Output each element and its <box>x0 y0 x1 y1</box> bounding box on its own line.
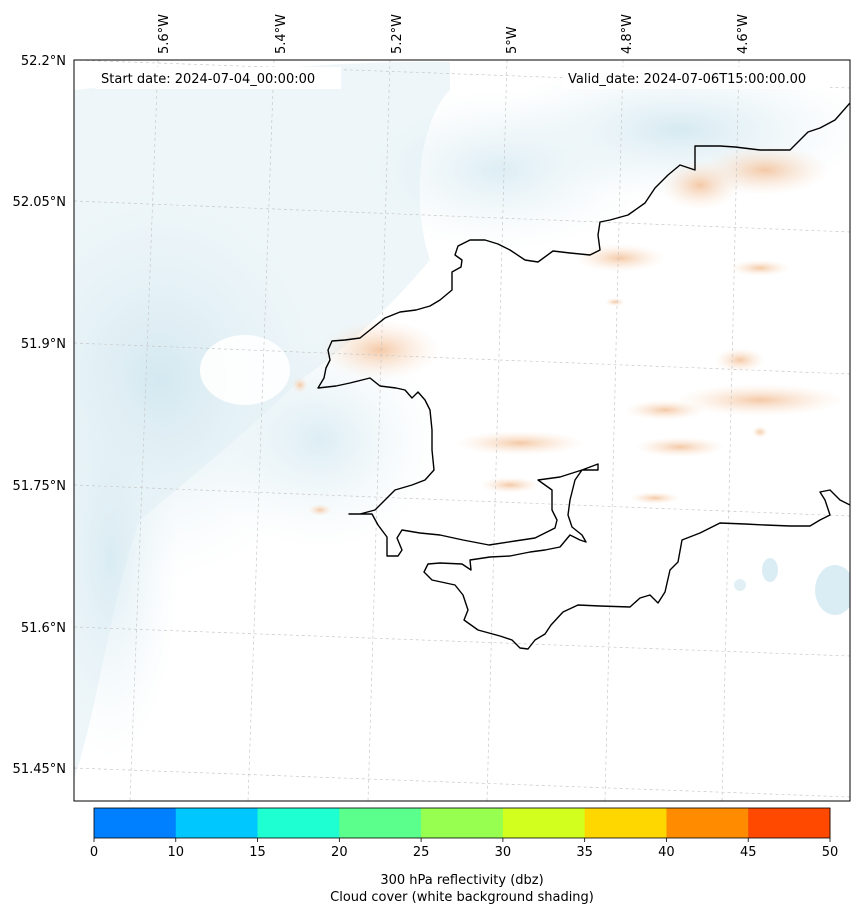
colorbar: 0 10 15 20 25 30 35 40 45 50 300 hPa reflectivity… <box>90 807 838 905</box>
colorbar-label-line1: 300 hPa reflectivity (dbz) <box>380 873 543 888</box>
colorbar-tick-label: 45 <box>740 845 757 860</box>
lon-label: 4.8°W <box>620 14 635 54</box>
colorbar-swatch <box>421 808 504 838</box>
lat-label: 52.2°N <box>21 54 66 69</box>
colorbar-swatch <box>584 808 667 838</box>
lat-label: 51.9°N <box>21 337 66 352</box>
coastline <box>317 102 850 650</box>
colorbar-label-line2: Cloud cover (white background shading) <box>330 890 594 905</box>
lon-label: 5.2°W <box>390 14 405 54</box>
colorbar-ticks: 0 10 15 20 25 30 35 40 45 50 <box>90 838 838 860</box>
colorbar-tick-label: 30 <box>495 845 512 860</box>
latitude-labels: 52.2°N 52.05°N 51.9°N 51.75°N 51.6°N 51.… <box>13 54 66 777</box>
longitude-labels: 5.6°W 5.4°W 5.2°W 5°W 4.8°W 4.6°W <box>157 14 751 54</box>
colorbar-tick-label: 40 <box>658 845 675 860</box>
colorbar-tick-label: 25 <box>413 845 430 860</box>
colorbar-swatch <box>666 808 749 838</box>
colorbar-tick-label: 15 <box>249 845 266 860</box>
colorbar-tick-label: 0 <box>90 845 98 860</box>
reflectivity-contours <box>292 145 845 516</box>
colorbar-swatch <box>748 808 831 838</box>
lon-label: 5°W <box>505 26 520 54</box>
colorbar-swatch <box>339 808 422 838</box>
lat-label: 51.6°N <box>21 621 66 636</box>
lon-label: 5.4°W <box>274 14 289 54</box>
colorbar-swatch <box>502 808 586 838</box>
colorbar-swatches <box>94 808 831 838</box>
colorbar-tick-label: 35 <box>576 845 593 860</box>
colorbar-swatch <box>94 808 177 838</box>
colorbar-tick-label: 10 <box>168 845 185 860</box>
colorbar-swatch <box>175 808 259 838</box>
map-frame <box>73 59 851 802</box>
colorbar-swatch <box>257 808 340 838</box>
lon-label: 4.6°W <box>736 14 751 54</box>
start-date-label: Start date: 2024-07-04_00:00:00 <box>101 72 315 87</box>
lat-label: 51.75°N <box>13 479 66 494</box>
map-area: Start date: 2024-07-04_00:00:00 Valid_da… <box>74 60 850 801</box>
lat-label: 51.45°N <box>13 762 66 777</box>
colorbar-frame <box>93 807 831 839</box>
valid-date-box: Valid_date: 2024-07-06T15:00:00.00 <box>562 67 830 89</box>
lon-label: 5.6°W <box>157 14 172 54</box>
valid-date-label: Valid_date: 2024-07-06T15:00:00.00 <box>568 72 806 87</box>
colorbar-tick-label: 20 <box>331 845 348 860</box>
lat-label: 52.05°N <box>13 195 66 210</box>
start-date-box: Start date: 2024-07-04_00:00:00 <box>95 67 341 89</box>
colorbar-tick-label: 50 <box>822 845 839 860</box>
